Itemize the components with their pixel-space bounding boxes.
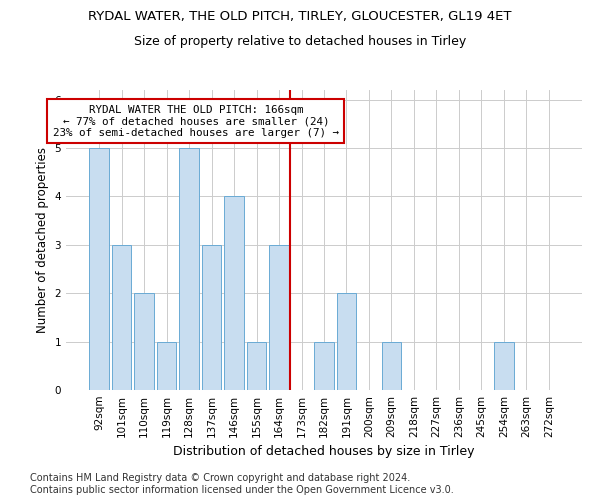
X-axis label: Distribution of detached houses by size in Tirley: Distribution of detached houses by size …: [173, 446, 475, 458]
Bar: [157, 342, 176, 390]
Bar: [337, 293, 356, 390]
Y-axis label: Number of detached properties: Number of detached properties: [36, 147, 49, 333]
Bar: [314, 342, 334, 390]
Text: RYDAL WATER, THE OLD PITCH, TIRLEY, GLOUCESTER, GL19 4ET: RYDAL WATER, THE OLD PITCH, TIRLEY, GLOU…: [88, 10, 512, 23]
Bar: [112, 245, 131, 390]
Bar: [382, 342, 401, 390]
Bar: [269, 245, 289, 390]
Bar: [247, 342, 266, 390]
Text: Size of property relative to detached houses in Tirley: Size of property relative to detached ho…: [134, 35, 466, 48]
Bar: [89, 148, 109, 390]
Text: RYDAL WATER THE OLD PITCH: 166sqm
← 77% of detached houses are smaller (24)
23% : RYDAL WATER THE OLD PITCH: 166sqm ← 77% …: [53, 104, 339, 138]
Bar: [494, 342, 514, 390]
Bar: [179, 148, 199, 390]
Bar: [224, 196, 244, 390]
Bar: [202, 245, 221, 390]
Bar: [134, 293, 154, 390]
Text: Contains HM Land Registry data © Crown copyright and database right 2024.
Contai: Contains HM Land Registry data © Crown c…: [30, 474, 454, 495]
